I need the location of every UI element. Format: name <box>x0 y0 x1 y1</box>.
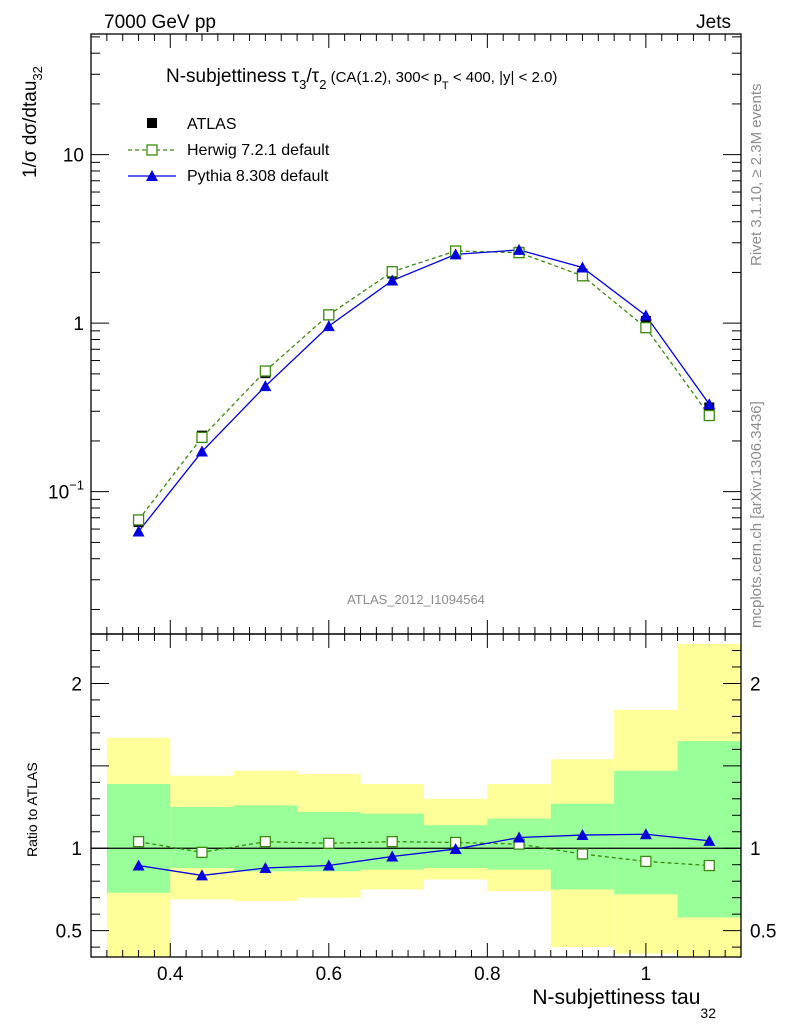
pythia-data-point <box>449 248 462 260</box>
ratio-y-tick-label: 1 <box>71 839 82 860</box>
pythia-series-line <box>138 249 710 532</box>
pythia-data-point <box>322 320 335 332</box>
title-sub-t: T <box>442 80 449 92</box>
x-tick-label: 0.6 <box>316 964 342 985</box>
pythia-data-point <box>576 261 589 273</box>
herwig-ratio-point <box>323 837 335 849</box>
x-tick-label: 0.4 <box>157 964 184 985</box>
title-details2: < 400, |y| < 2.0) <box>449 69 558 86</box>
pythia-ratio-point <box>322 859 335 871</box>
ratio-y-tick-label: 2 <box>71 674 82 695</box>
herwig-ratio-point <box>196 846 208 859</box>
herwig-ratio-point <box>132 835 145 848</box>
legend: ATLAS Herwig 7.2.1 default Pythia 8.308 … <box>128 116 330 185</box>
pythia-ratio-point <box>259 862 272 874</box>
pythia-data-point <box>703 398 716 410</box>
herwig-data-point <box>640 322 652 334</box>
pythia-ratio-point <box>449 843 462 855</box>
x-axis-label-text: N-subjettiness tau <box>532 986 700 1009</box>
ratio-y-tick-label-right: 0.5 <box>750 922 776 943</box>
x-tick-label: 0.8 <box>474 964 500 985</box>
herwig-data-point <box>703 409 715 422</box>
legend-pythia-marker <box>146 170 158 181</box>
title-slash: /τ <box>306 66 319 87</box>
herwig-data-point <box>323 309 335 321</box>
herwig-data-point <box>259 365 272 377</box>
title-sub3: 3 <box>299 77 306 92</box>
rivet-label: Rivet 3.1.10, ≥ 2.3M events <box>748 84 765 267</box>
pythia-ratio-point <box>703 834 716 846</box>
band-inner-bin <box>170 807 234 869</box>
title-main: N-subjettiness τ <box>166 66 300 87</box>
ratio-panel: 2 2 1 1 0.5 0.5 0.4 0.6 0.8 1 <box>56 633 776 985</box>
band-inner-bin <box>550 803 615 890</box>
pythia-ratio-point <box>386 850 399 862</box>
title-details: (CA(1.2), 300< p <box>326 69 441 86</box>
legend-atlas-label: ATLAS <box>187 116 237 133</box>
legend-herwig-label: Herwig 7.2.1 default <box>187 142 330 159</box>
herwig-ratio-point <box>386 835 398 848</box>
x-tick-label: 1 <box>641 964 652 985</box>
pythia-data-point <box>639 309 652 321</box>
main-panel: 10 1 10−1 <box>48 33 742 635</box>
main-y-axis-label-text: 1/σ dσ/dtau <box>20 81 41 178</box>
ratio-plot-frame <box>90 633 742 958</box>
ratio-y-tick-label-right: 1 <box>750 839 761 860</box>
pythia-ratio-point <box>132 859 145 871</box>
pythia-data-point <box>195 445 208 457</box>
main-y-tick-label-exponent: −1 <box>69 478 84 493</box>
pythia-ratio-point <box>195 869 208 881</box>
x-axis-label-sub: 32 <box>700 1005 716 1021</box>
atlas-data-point <box>640 315 651 326</box>
legend-pythia-label: Pythia 8.308 default <box>187 168 329 185</box>
pythia-data-point <box>132 525 145 537</box>
plot-title: N-subjettiness τ3/τ2 (CA(1.2), 300< pT <… <box>166 66 557 92</box>
legend-atlas-marker <box>147 118 157 128</box>
herwig-ratio-point <box>640 855 652 868</box>
main-y-tick-label: 10 <box>63 146 84 167</box>
header-energy-label: 7000 GeV pp <box>104 12 216 33</box>
pythia-ratio-line <box>138 833 710 877</box>
herwig-data-point <box>196 431 208 444</box>
title-sub2: 2 <box>319 77 326 92</box>
pythia-ratio-point <box>513 831 526 843</box>
ratio-y-axis-label: Ratio to ATLAS <box>24 762 40 857</box>
herwig-ratio-point <box>259 835 272 848</box>
herwig-ratio-line <box>138 840 710 867</box>
herwig-series-line <box>138 250 710 521</box>
pythia-data-point <box>386 274 399 286</box>
main-y-tick-label: 1 <box>73 314 84 335</box>
herwig-ratio-point <box>576 848 589 860</box>
mcplots-label: mcplots.cern.ch [arXiv:1306.3436] <box>748 401 765 628</box>
main-y-tick-label: 10−1 <box>48 478 84 504</box>
herwig-ratio-point <box>703 859 715 872</box>
ratio-y-tick-label: 0.5 <box>56 922 82 943</box>
band-inner-bin <box>677 741 741 918</box>
pythia-ratio-point <box>576 829 589 841</box>
pythia-ratio-point <box>639 828 652 840</box>
header-jets-label: Jets <box>696 12 731 33</box>
main-y-axis-label: 1/σ dσ/dtau32 <box>20 66 45 178</box>
main-y-axis-label-sub: 32 <box>30 66 45 80</box>
pythia-data-point <box>259 380 272 392</box>
analysis-watermark: ATLAS_2012_I1094564 <box>347 592 485 607</box>
legend-herwig-marker <box>146 144 158 156</box>
ratio-y-tick-label-right: 2 <box>750 674 761 695</box>
herwig-data-point <box>132 514 145 526</box>
x-axis-label: N-subjettiness tau32 <box>532 986 716 1021</box>
pythia-data-point <box>513 243 526 255</box>
